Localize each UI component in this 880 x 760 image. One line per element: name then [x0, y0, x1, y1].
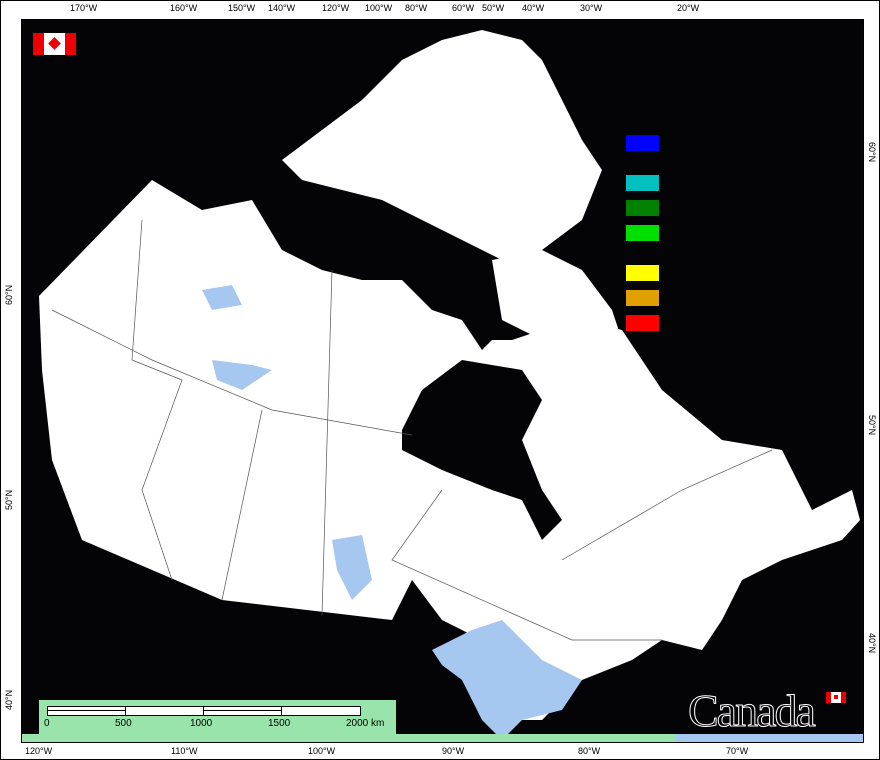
top-tick-label: 140°W	[268, 3, 296, 13]
baffin-island	[492, 250, 622, 350]
top-tick-label: 170°W	[70, 3, 98, 13]
scale-label: 2000 km	[346, 718, 385, 729]
top-tick-label: 120°W	[322, 3, 350, 13]
left-tick-label: 60°N	[4, 284, 14, 305]
legend-swatch	[626, 265, 659, 281]
legend-swatch	[626, 200, 659, 216]
lake	[212, 360, 272, 390]
hudson-bay	[402, 360, 562, 540]
legend-swatch	[626, 315, 659, 331]
legend-swatch	[626, 290, 659, 306]
great-lakes	[432, 620, 582, 740]
scale-label: 1500	[268, 718, 291, 729]
top-tick-label: 150°W	[228, 3, 256, 13]
legend-swatch	[626, 135, 659, 151]
top-tick-label: 40°W	[522, 3, 545, 13]
bottom-strip-green	[22, 734, 676, 742]
provincial-border	[131, 219, 183, 581]
canada-flag-icon	[33, 33, 76, 55]
provincial-border	[561, 449, 773, 561]
lake	[332, 535, 372, 600]
top-tick-label: 20°W	[677, 3, 700, 13]
top-tick-label: 160°W	[170, 3, 198, 13]
right-tick-label: 50°N	[867, 415, 877, 436]
scale-label: 0	[44, 718, 50, 729]
scale-label: 1000	[190, 718, 213, 729]
bottom-tick-label: 100°W	[308, 746, 336, 756]
canada-wordmark: Canada	[688, 685, 817, 737]
provincial-border	[221, 409, 263, 601]
right-tick-label: 60°N	[867, 142, 877, 163]
bottom-tick-label: 120°W	[25, 746, 53, 756]
bottom-tick-label: 70°W	[726, 746, 749, 756]
top-tick-label: 80°W	[405, 3, 428, 13]
provincial-border	[321, 269, 333, 616]
right-tick-label: 40°N	[867, 633, 877, 654]
map-area	[21, 19, 864, 743]
scale-label: 500	[115, 718, 132, 729]
bottom-tick-label: 80°W	[578, 746, 601, 756]
bottom-tick-label: 90°W	[442, 746, 465, 756]
bottom-tick-label: 110°W	[171, 746, 198, 756]
arctic-islands	[282, 30, 602, 260]
lake	[202, 285, 242, 310]
bottom-strip-blue	[676, 734, 863, 742]
legend-swatch	[626, 225, 659, 241]
left-tick-label: 40°N	[4, 689, 14, 710]
legend-swatch	[626, 175, 659, 191]
provincial-border	[391, 489, 662, 641]
provincial-borders	[51, 309, 413, 436]
wordmark-flag-icon	[826, 692, 846, 703]
canada-map	[22, 30, 863, 742]
top-tick-label: 60°W	[452, 3, 475, 13]
top-tick-label: 50°W	[482, 3, 505, 13]
scale-bar: 0 500 1000 1500 2000 km	[39, 700, 396, 734]
left-tick-label: 50°N	[4, 489, 14, 510]
top-tick-label: 100°W	[365, 3, 393, 13]
top-tick-label: 30°W	[580, 3, 603, 13]
